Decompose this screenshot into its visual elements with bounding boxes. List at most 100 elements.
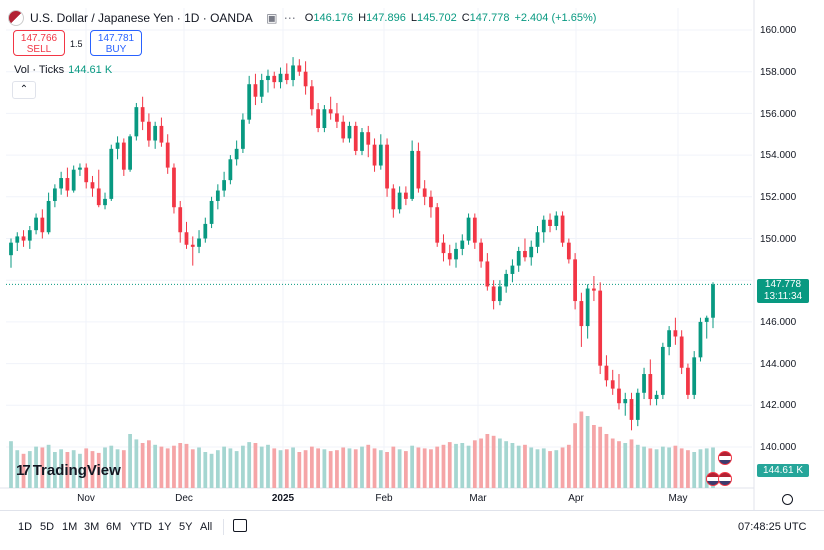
volume-bar xyxy=(422,448,427,488)
volume-bar xyxy=(654,449,659,488)
candle-body xyxy=(27,230,32,241)
volume-bar xyxy=(347,448,352,488)
volume-bar xyxy=(52,452,57,488)
candle-body xyxy=(341,121,346,139)
volume-bar xyxy=(121,450,126,488)
candle-body xyxy=(328,109,333,114)
chart-settings-gear-icon[interactable] xyxy=(782,494,793,505)
range-5d-button[interactable]: 5D xyxy=(40,521,55,533)
candle-body xyxy=(316,109,321,128)
candle-body xyxy=(134,107,139,137)
candle-body xyxy=(21,236,26,241)
buy-price: 147.781 xyxy=(97,33,135,44)
volume-bar xyxy=(21,453,26,488)
currency-pair-flag-icon xyxy=(8,10,24,26)
range-1d-button[interactable]: 1D xyxy=(18,521,33,533)
price-tick: 156.000 xyxy=(760,109,797,120)
price-tick: 158.000 xyxy=(760,67,797,78)
volume-bar xyxy=(90,451,95,488)
sell-button[interactable]: 147.766 SELL xyxy=(13,30,65,56)
collapse-legend-button[interactable]: ⌃ xyxy=(12,81,36,99)
symbol-title[interactable]: U.S. Dollar / Japanese Yen · 1D · OANDA xyxy=(30,11,253,25)
candle-body xyxy=(178,207,183,233)
candle-body xyxy=(504,273,509,287)
candle-body xyxy=(585,288,590,327)
volume-bar xyxy=(660,446,665,488)
candle-body xyxy=(65,178,70,191)
candle-body xyxy=(642,374,646,393)
candle-body xyxy=(247,84,252,120)
volume-bar xyxy=(435,446,440,488)
buy-button[interactable]: 147.781 BUY xyxy=(90,30,142,56)
volume-bar xyxy=(410,445,415,488)
candle-body xyxy=(222,180,226,191)
high-value: 147.896 xyxy=(366,12,406,24)
volume-bar xyxy=(215,450,220,488)
price-tick: 154.000 xyxy=(760,150,797,161)
volume-bar xyxy=(573,423,577,488)
volume-bar xyxy=(673,445,678,488)
volume-bar xyxy=(353,449,358,488)
candle-body xyxy=(498,286,502,302)
compare-icon[interactable]: ▣ xyxy=(266,11,278,25)
candle-body xyxy=(322,109,327,128)
range-1y-button[interactable]: 1Y xyxy=(158,521,172,533)
candle-body xyxy=(190,244,195,247)
candle-body xyxy=(266,75,270,81)
range-1m-button[interactable]: 1M xyxy=(62,521,78,533)
utc-clock[interactable]: 07:48:25 UTC xyxy=(738,521,807,533)
volume-bar xyxy=(491,435,496,488)
candle-body xyxy=(15,236,20,243)
volume-legend: Vol · Ticks 144.61 K xyxy=(14,64,112,76)
volume-bar xyxy=(535,449,540,488)
volume-bar xyxy=(679,448,684,488)
candle-body xyxy=(34,217,38,231)
go-to-date-calendar-icon[interactable] xyxy=(233,519,247,532)
volume-bar xyxy=(96,452,101,488)
volume-bar xyxy=(65,452,70,488)
candle-body xyxy=(541,219,546,233)
toolbar-divider xyxy=(223,519,224,535)
candle-body xyxy=(385,144,389,189)
candle-body xyxy=(692,357,697,395)
candle-body xyxy=(422,188,427,197)
economic-event-flag-icon[interactable] xyxy=(718,472,732,486)
range-5y-button[interactable]: 5Y xyxy=(179,521,193,533)
candle-body xyxy=(566,242,571,260)
candle-body xyxy=(153,125,158,141)
candle-body xyxy=(347,125,352,139)
candle-body xyxy=(667,330,672,347)
candle-body xyxy=(679,336,684,368)
candle-body xyxy=(303,71,308,87)
volume-bar xyxy=(322,449,327,488)
candle-body xyxy=(686,367,690,395)
volume-bar xyxy=(40,447,45,488)
economic-event-flag-icon[interactable] xyxy=(718,451,732,465)
range-ytd-button[interactable]: YTD xyxy=(130,521,152,533)
volume-bar xyxy=(516,445,521,488)
candle-body xyxy=(52,188,57,201)
low-value: 145.702 xyxy=(416,12,457,24)
candle-body xyxy=(629,399,634,420)
range-all-button[interactable]: All xyxy=(200,521,213,533)
open-value: 146.176 xyxy=(313,12,354,24)
candle-body xyxy=(78,167,82,170)
time-axis-label: Dec xyxy=(175,493,193,504)
volume-bar xyxy=(460,443,465,488)
volume-bar xyxy=(704,448,709,488)
volume-bar xyxy=(341,447,346,488)
candle-body xyxy=(479,242,483,262)
range-6m-button[interactable]: 6M xyxy=(106,521,122,533)
candle-body xyxy=(109,148,114,199)
more-options-icon[interactable]: ⋯ xyxy=(283,11,296,25)
volume-bar xyxy=(554,450,559,488)
symbol-header: U.S. Dollar / Japanese Yen · 1D · OANDA … xyxy=(8,8,596,28)
candle-body xyxy=(297,65,302,72)
volume-bar xyxy=(115,449,120,488)
tradingview-logo[interactable]: 17 TradingView xyxy=(16,462,121,479)
range-3m-button[interactable]: 3M xyxy=(84,521,100,533)
volume-bar xyxy=(309,446,314,488)
volume-bar xyxy=(259,446,264,488)
